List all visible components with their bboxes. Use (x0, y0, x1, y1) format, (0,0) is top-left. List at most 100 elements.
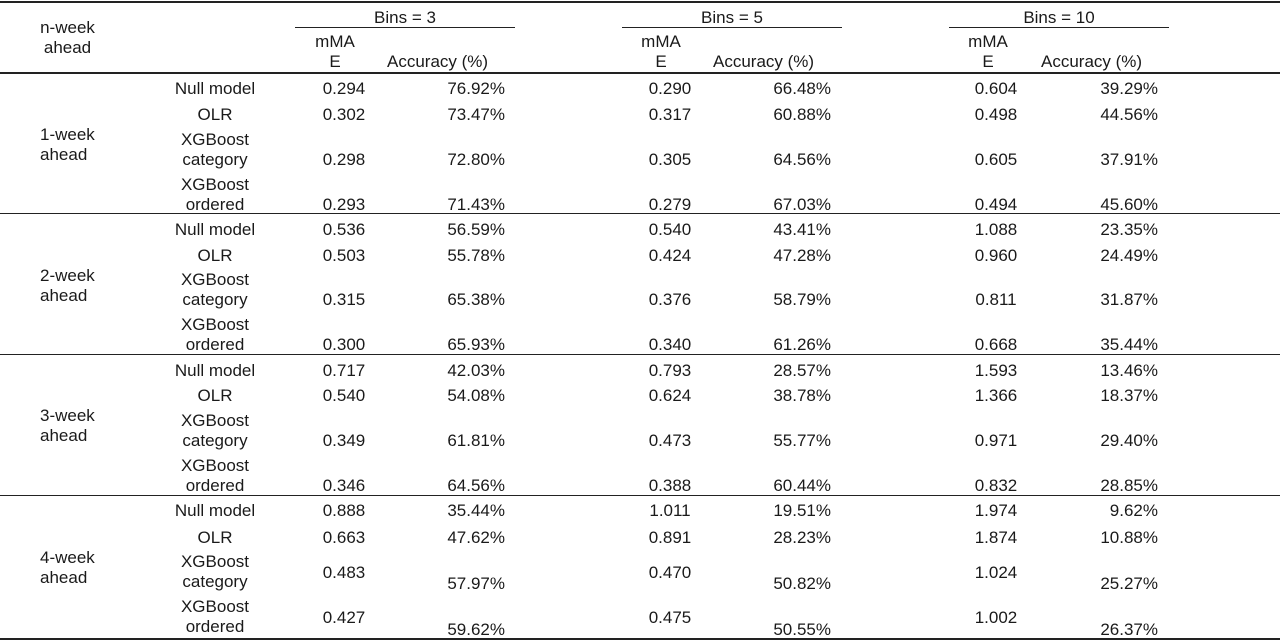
accuracy-value: 18.37% (1100, 386, 1158, 405)
model-name: OLR (197, 386, 233, 405)
model-name: Null model (174, 79, 256, 98)
accuracy-value: 58.79% (773, 290, 831, 309)
accuracy-value: 50.82% (773, 574, 831, 593)
mmae-value: 1.874 (974, 528, 1018, 547)
bins-header-2: Bins = 10 (1023, 8, 1095, 27)
mmae-value: 0.388 (648, 476, 692, 495)
mmae-header-1: mMA E (641, 32, 681, 71)
accuracy-value: 28.23% (773, 528, 831, 547)
group-separator (0, 213, 1280, 214)
accuracy-header-1: Accuracy (%) (713, 52, 815, 71)
mmae-value: 0.294 (322, 79, 366, 98)
mmae-value: 0.604 (974, 79, 1018, 98)
model-name: XGBoost ordered (180, 597, 250, 636)
header-rule (0, 72, 1280, 74)
model-name: XGBoost ordered (180, 175, 250, 214)
accuracy-value: 60.88% (773, 105, 831, 124)
mmae-value: 0.298 (322, 150, 366, 169)
mmae-value: 0.305 (648, 150, 692, 169)
bins-header-1: Bins = 5 (701, 8, 763, 27)
bins-underline-2 (949, 27, 1169, 28)
model-name: XGBoost category (180, 270, 250, 309)
mmae-value: 0.971 (974, 431, 1018, 450)
mmae-value: 1.366 (974, 386, 1018, 405)
accuracy-value: 61.81% (447, 431, 505, 450)
mmae-value: 1.002 (974, 608, 1018, 627)
accuracy-value: 42.03% (447, 361, 505, 380)
accuracy-value: 35.44% (447, 501, 505, 520)
accuracy-value: 37.91% (1100, 150, 1158, 169)
mmae-value: 0.302 (322, 105, 366, 124)
accuracy-value: 76.92% (447, 79, 505, 98)
bins-header-0: Bins = 3 (374, 8, 436, 27)
model-name: OLR (197, 246, 233, 265)
accuracy-header-2: Accuracy (%) (1041, 52, 1143, 71)
mmae-value: 1.593 (974, 361, 1018, 380)
mmae-value: 0.475 (648, 608, 692, 627)
mmae-value: 0.473 (648, 431, 692, 450)
model-name: Null model (174, 501, 256, 520)
model-name: XGBoost category (180, 552, 250, 591)
accuracy-value: 29.40% (1100, 431, 1158, 450)
accuracy-value: 38.78% (773, 386, 831, 405)
model-name: XGBoost ordered (180, 456, 250, 495)
bins-underline-1 (622, 27, 842, 28)
accuracy-value: 60.44% (773, 476, 831, 495)
accuracy-value: 44.56% (1100, 105, 1158, 124)
accuracy-value: 39.29% (1100, 79, 1158, 98)
accuracy-value: 54.08% (447, 386, 505, 405)
mmae-value: 0.494 (974, 195, 1018, 214)
group-label: 3-week ahead (40, 406, 95, 445)
mmae-value: 1.974 (974, 501, 1018, 520)
mmae-value: 0.300 (322, 335, 366, 354)
mmae-value: 0.470 (648, 563, 692, 582)
mmae-value: 0.293 (322, 195, 366, 214)
mmae-value: 0.668 (974, 335, 1018, 354)
model-name: XGBoost ordered (180, 315, 250, 354)
mmae-value: 0.793 (648, 361, 692, 380)
mmae-value: 0.346 (322, 476, 366, 495)
model-name: XGBoost category (180, 411, 250, 450)
accuracy-value: 72.80% (447, 150, 505, 169)
mmae-value: 0.960 (974, 246, 1018, 265)
accuracy-value: 65.93% (447, 335, 505, 354)
accuracy-value: 13.46% (1100, 361, 1158, 380)
top-rule (0, 1, 1280, 3)
accuracy-value: 61.26% (773, 335, 831, 354)
mmae-value: 0.424 (648, 246, 692, 265)
mmae-value: 0.503 (322, 246, 366, 265)
accuracy-value: 55.78% (447, 246, 505, 265)
group-label: 4-week ahead (40, 548, 95, 587)
accuracy-value: 47.28% (773, 246, 831, 265)
accuracy-value: 66.48% (773, 79, 831, 98)
accuracy-value: 55.77% (773, 431, 831, 450)
group-label: 1-week ahead (40, 125, 95, 164)
accuracy-value: 64.56% (447, 476, 505, 495)
mmae-header-0: mMA E (315, 32, 355, 71)
mmae-value: 1.011 (649, 501, 691, 520)
accuracy-value: 45.60% (1100, 195, 1158, 214)
accuracy-value: 73.47% (447, 105, 505, 124)
accuracy-value: 35.44% (1100, 335, 1158, 354)
accuracy-value: 65.38% (447, 290, 505, 309)
mmae-value: 1.024 (974, 563, 1018, 582)
accuracy-value: 67.03% (773, 195, 831, 214)
bottom-rule (0, 638, 1280, 640)
model-name: OLR (197, 105, 233, 124)
mmae-value: 0.498 (974, 105, 1018, 124)
accuracy-header-0: Accuracy (%) (387, 52, 489, 71)
mmae-value: 0.540 (322, 386, 366, 405)
accuracy-value: 19.51% (773, 501, 831, 520)
mmae-value: 0.290 (648, 79, 692, 98)
mmae-value: 0.811 (975, 290, 1017, 309)
accuracy-value: 23.35% (1100, 220, 1158, 239)
model-name: Null model (174, 361, 256, 380)
accuracy-value: 24.49% (1100, 246, 1158, 265)
accuracy-value: 28.57% (773, 361, 831, 380)
mmae-value: 0.717 (322, 361, 366, 380)
accuracy-value: 57.97% (447, 574, 505, 593)
mmae-value: 0.624 (648, 386, 692, 405)
mmae-value: 0.315 (322, 290, 366, 309)
accuracy-value: 25.27% (1100, 574, 1158, 593)
mmae-value: 1.088 (974, 220, 1018, 239)
